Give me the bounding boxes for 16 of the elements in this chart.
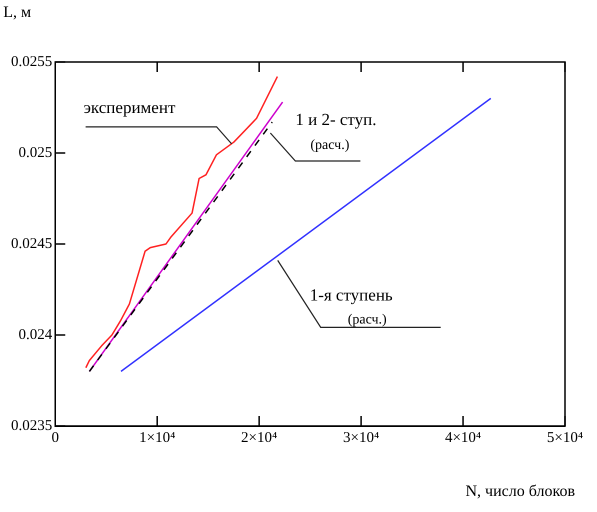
x-tick-label: 5×10⁴: [546, 430, 584, 446]
annotation: эксперимент: [84, 98, 176, 117]
y-tick-label: 0.024: [18, 326, 53, 343]
y-tick-label: 0.025: [18, 144, 52, 161]
x-tick-label: 3×10⁴: [343, 430, 380, 446]
y-axis-title: L, м: [3, 4, 32, 21]
x-tick-label: 0: [52, 430, 59, 446]
annotation: 1 и 2- ступ. (расч.): [295, 110, 376, 153]
y-tick-label: 0.0235: [11, 418, 52, 434]
annotation: 1-я ступень (расч.): [310, 285, 393, 328]
x-tick-label: 2×10⁴: [241, 430, 278, 446]
x-tick-label: 1×10⁴: [139, 430, 176, 446]
y-tick-label: 0.0255: [11, 54, 52, 70]
x-tick-label: 4×10⁴: [444, 430, 482, 446]
x-axis-title: N, число блоков: [466, 483, 576, 500]
y-tick-label: 0.0245: [11, 236, 52, 252]
